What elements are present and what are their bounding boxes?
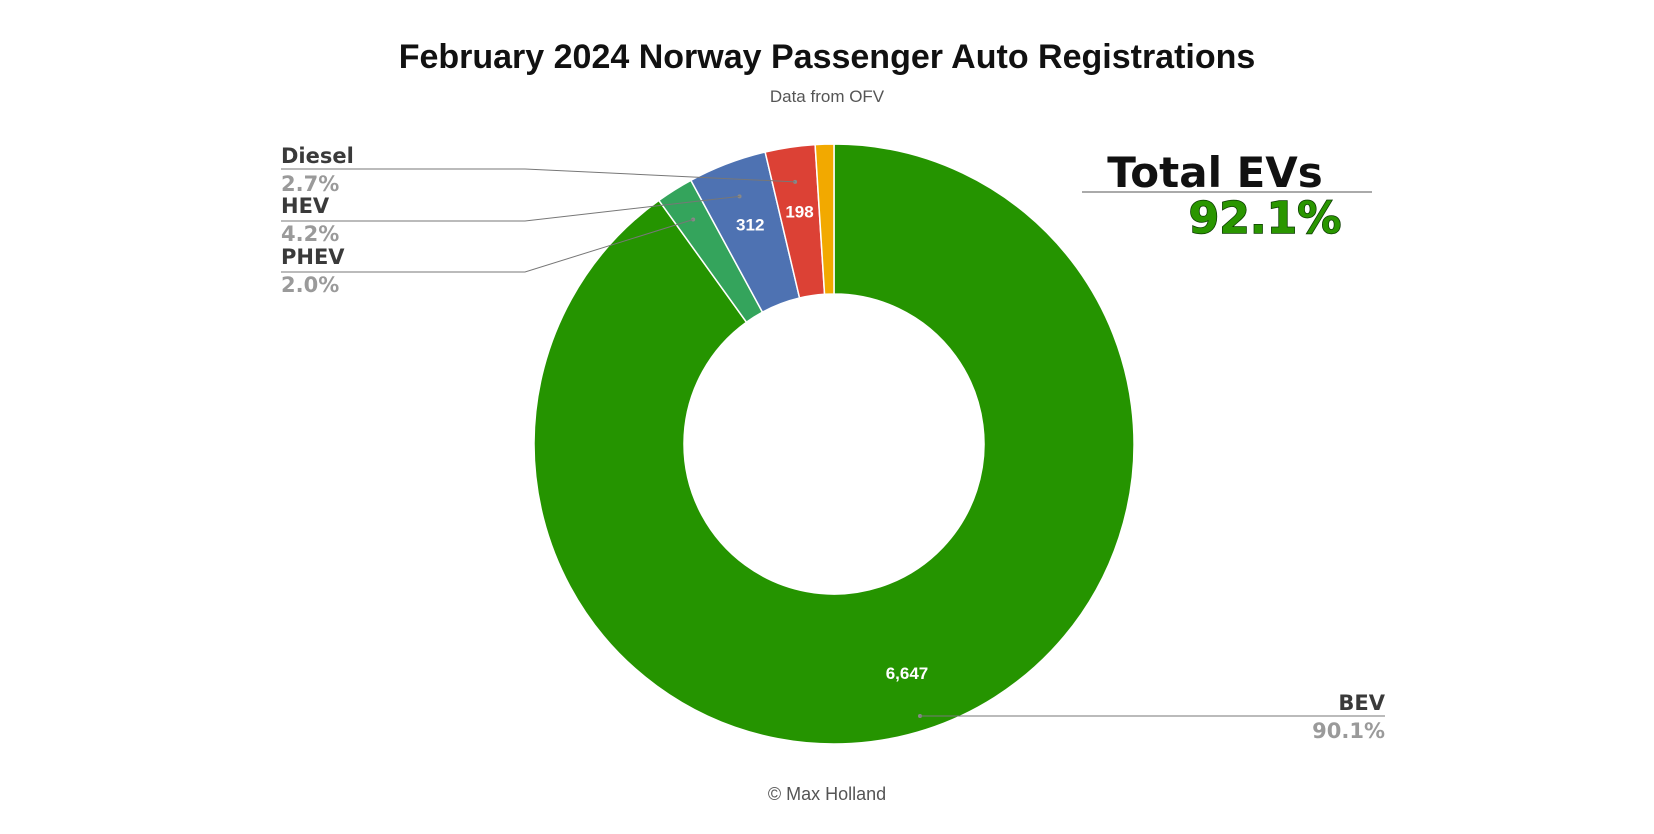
label-percent-hev: 4.2% bbox=[281, 222, 339, 246]
slice-other bbox=[814, 143, 835, 296]
label-percent-bev: 90.1% bbox=[1312, 719, 1385, 743]
donut-slices bbox=[533, 143, 1135, 745]
value-label-diesel: 198 bbox=[785, 203, 813, 222]
footer-credit: © Max Holland bbox=[767, 784, 887, 804]
label-name-phev: PHEV bbox=[281, 245, 345, 269]
value-label-hev: 312 bbox=[736, 215, 764, 234]
segment-labels: BEV 90.1% PHEV 2.0% HEV 4.2% Diesel 2.7% bbox=[281, 144, 1386, 743]
chart-title: February 2024 Norway Passenger Auto Regi… bbox=[398, 38, 1256, 76]
leader-line-phev bbox=[281, 219, 694, 273]
leader-lines bbox=[281, 168, 1385, 718]
label-percent-diesel: 2.7% bbox=[281, 172, 339, 196]
leader-line-hev bbox=[281, 195, 740, 222]
slice-bev bbox=[533, 143, 1135, 745]
total-evs-annotation: Total EVs 92.1% bbox=[1082, 148, 1372, 245]
value-label-bev: 6,647 bbox=[886, 664, 929, 683]
total-evs-title: Total EVs bbox=[1107, 148, 1323, 197]
label-name-hev: HEV bbox=[281, 194, 330, 218]
chart-subtitle: Data from OFV bbox=[769, 87, 885, 106]
segment-value-labels: 6,647 312 198 bbox=[736, 203, 928, 683]
leader-line-diesel bbox=[281, 168, 796, 183]
label-name-bev: BEV bbox=[1338, 691, 1385, 715]
label-percent-phev: 2.0% bbox=[281, 273, 339, 297]
total-evs-value: 92.1% bbox=[1189, 193, 1342, 244]
label-name-diesel: Diesel bbox=[281, 144, 354, 168]
